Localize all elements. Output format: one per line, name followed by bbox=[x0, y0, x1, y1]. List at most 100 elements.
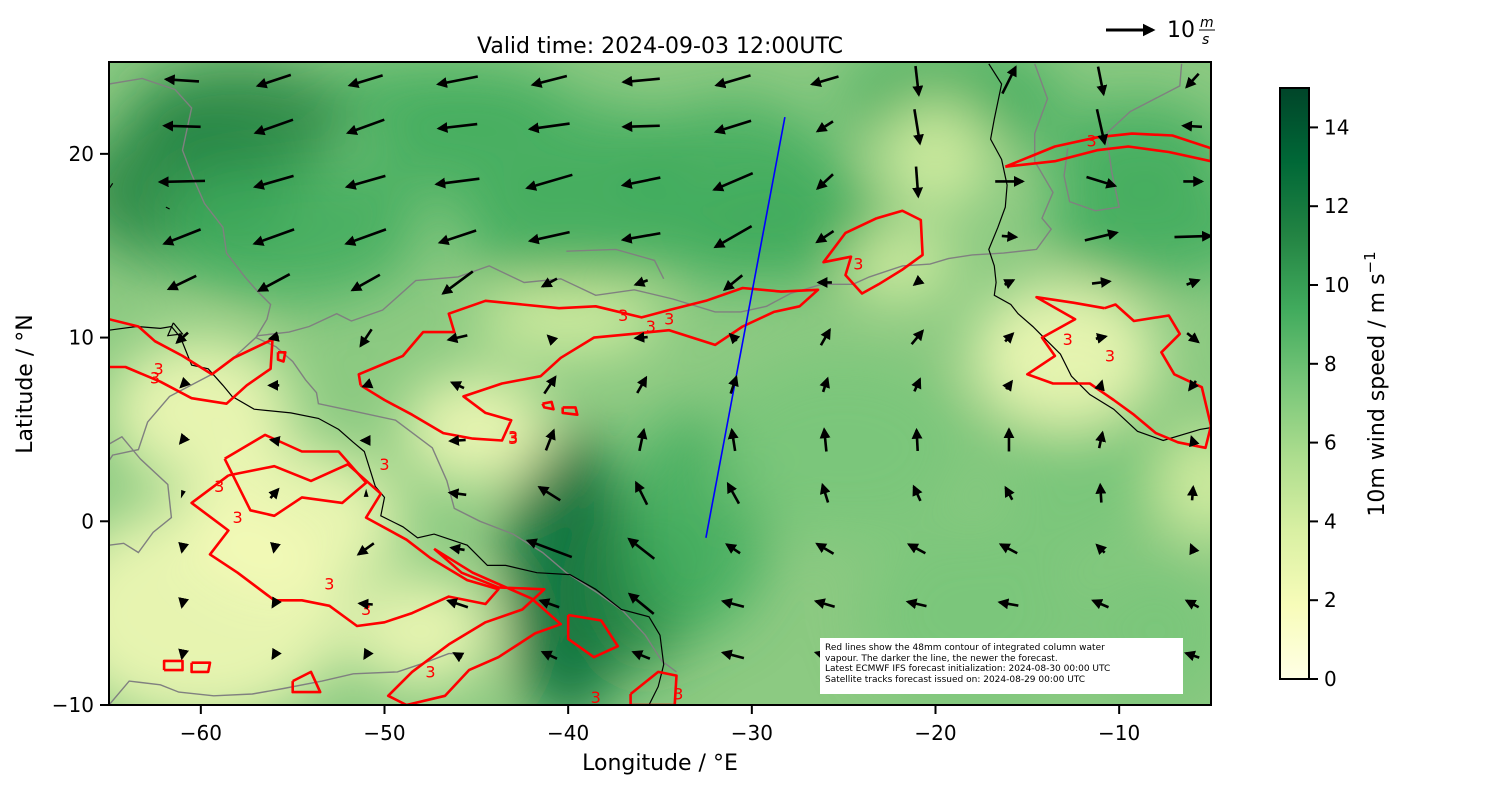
wind-arrow bbox=[179, 376, 191, 389]
x-tick-label: −50 bbox=[363, 721, 405, 745]
x-tick-label: −60 bbox=[180, 721, 222, 745]
wind-arrow bbox=[621, 75, 660, 87]
wind-arrow bbox=[540, 650, 558, 661]
coastline-faint bbox=[1063, 63, 1183, 212]
x-tick-label: −30 bbox=[731, 721, 773, 745]
wind-arrow bbox=[1091, 599, 1110, 610]
wind-arrow bbox=[912, 166, 924, 199]
x-tick-label: −20 bbox=[914, 721, 956, 745]
satellite-track-line bbox=[705, 116, 786, 538]
wind-arrow bbox=[1002, 332, 1015, 344]
wind-arrow bbox=[175, 331, 189, 344]
wind-arrow bbox=[525, 173, 573, 191]
vapour-contour-line bbox=[822, 209, 924, 295]
wind-arrow bbox=[1095, 543, 1107, 556]
wind-arrow bbox=[636, 427, 648, 452]
wind-arrow bbox=[997, 598, 1019, 610]
wind-arrow bbox=[728, 332, 741, 345]
wind-arrow bbox=[178, 541, 189, 554]
info-line-3: Latest ECMWF IFS forecast initialization… bbox=[825, 664, 1111, 674]
wind-arrow bbox=[1185, 72, 1200, 89]
wind-arrow bbox=[162, 228, 202, 246]
wind-arrow bbox=[633, 331, 648, 343]
wind-arrow bbox=[1095, 108, 1109, 146]
wind-arrow bbox=[1084, 229, 1119, 242]
colorbar-tick-label: 8 bbox=[1324, 352, 1337, 376]
quiver-key-unit-numerator: m bbox=[1200, 15, 1214, 31]
wind-arrow bbox=[178, 432, 190, 445]
wind-arrow bbox=[813, 598, 836, 609]
wind-arrow bbox=[819, 427, 831, 452]
wind-arrow bbox=[634, 480, 649, 506]
wind-speed-blob bbox=[109, 337, 293, 485]
vapour-contour-line bbox=[109, 317, 274, 405]
contour-label: 3 bbox=[425, 662, 435, 681]
wind-arrow bbox=[363, 488, 369, 497]
y-axis-label: Latitude / °N bbox=[13, 314, 38, 453]
wind-arrow bbox=[815, 173, 834, 191]
wind-arrow bbox=[356, 542, 375, 556]
wind-arrow bbox=[1181, 120, 1203, 132]
vapour-contour-line bbox=[629, 670, 678, 705]
contour-label: 3 bbox=[153, 359, 163, 378]
wind-arrow bbox=[255, 73, 292, 89]
wind-arrow bbox=[256, 273, 291, 292]
wind-arrow bbox=[530, 74, 568, 88]
wind-arrow bbox=[912, 65, 924, 97]
contour-label: 3 bbox=[1105, 346, 1115, 365]
wind-arrow bbox=[1186, 278, 1201, 289]
wind-arrow bbox=[1095, 482, 1107, 503]
wind-arrow bbox=[162, 120, 201, 132]
contour-label: 3 bbox=[1087, 132, 1097, 151]
wind-arrow bbox=[344, 228, 387, 246]
coastline bbox=[988, 63, 1211, 442]
wind-speed-blob bbox=[311, 62, 569, 136]
info-textbox: Red lines show the 48mm contour of integ… bbox=[820, 638, 1183, 694]
wind-arrow bbox=[725, 543, 741, 555]
wind-arrow bbox=[1183, 650, 1200, 662]
wind-arrow bbox=[727, 427, 739, 452]
wind-arrow bbox=[1091, 277, 1112, 288]
wind-speed-blob bbox=[843, 227, 954, 301]
x-axis-ticks: −60 −50 −40 −30 −20 −10 bbox=[180, 705, 1140, 745]
colorbar-tick-label: 10 bbox=[1324, 273, 1349, 297]
wind-speed-blob bbox=[715, 355, 973, 540]
vapour-contour-line bbox=[162, 659, 184, 672]
colorbar-tick-label: 12 bbox=[1324, 194, 1349, 218]
wind-arrow bbox=[620, 231, 661, 244]
wind-arrow bbox=[527, 122, 570, 134]
wind-arrow bbox=[1189, 542, 1200, 556]
water-vapour-contours bbox=[109, 132, 1211, 705]
wind-arrow bbox=[252, 228, 295, 246]
vapour-contour-line bbox=[561, 406, 579, 416]
wind-arrow bbox=[911, 427, 923, 451]
wind-arrow bbox=[1086, 175, 1118, 189]
colorbar-label-text: 10m wind speed / m s bbox=[1365, 273, 1390, 516]
wind-arrow bbox=[912, 484, 923, 502]
wind-arrow bbox=[163, 74, 200, 86]
wind-speed-blob bbox=[880, 98, 991, 209]
wind-arrow bbox=[271, 596, 282, 609]
vapour-contour-line bbox=[386, 547, 563, 705]
wind-arrow bbox=[720, 649, 745, 661]
wind-arrow bbox=[445, 598, 469, 609]
wind-arrow bbox=[1094, 379, 1105, 392]
wind-arrow bbox=[434, 177, 480, 189]
vapour-contour-line bbox=[276, 351, 287, 363]
wind-arrow bbox=[361, 378, 374, 389]
wind-arrow bbox=[449, 543, 465, 555]
quiver-key-unit-denominator: s bbox=[1202, 32, 1209, 48]
colorbar-tick-label: 6 bbox=[1324, 431, 1337, 455]
wind-arrow bbox=[157, 176, 206, 188]
coastline-faint bbox=[109, 77, 677, 673]
wind-arrow bbox=[253, 118, 294, 136]
wind-arrow bbox=[268, 487, 280, 500]
contour-label: 3 bbox=[508, 429, 518, 448]
wind-arrow bbox=[452, 652, 465, 663]
wind-arrow bbox=[359, 328, 373, 348]
wind-arrow bbox=[1184, 599, 1200, 610]
wind-arrow bbox=[357, 598, 373, 610]
wind-arrow bbox=[1187, 484, 1198, 501]
